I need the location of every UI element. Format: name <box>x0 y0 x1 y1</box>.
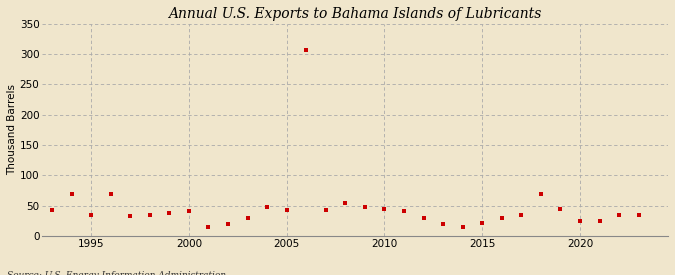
Point <box>360 205 371 209</box>
Point <box>47 208 57 212</box>
Point <box>614 213 624 217</box>
Point <box>164 211 175 215</box>
Point <box>321 208 331 212</box>
Point <box>418 216 429 220</box>
Point <box>223 222 234 226</box>
Point <box>262 205 273 210</box>
Point <box>301 47 312 52</box>
Point <box>594 219 605 223</box>
Text: Source: U.S. Energy Information Administration: Source: U.S. Energy Information Administ… <box>7 271 225 275</box>
Point <box>66 191 77 196</box>
Y-axis label: Thousand Barrels: Thousand Barrels <box>7 84 17 175</box>
Point <box>242 216 253 220</box>
Point <box>477 221 487 225</box>
Point <box>516 213 526 217</box>
Point <box>535 191 546 196</box>
Point <box>203 225 214 229</box>
Point <box>574 219 585 223</box>
Point <box>105 191 116 196</box>
Point <box>438 222 449 226</box>
Point <box>281 208 292 212</box>
Point <box>458 225 468 229</box>
Point <box>125 214 136 218</box>
Point <box>379 207 390 211</box>
Point <box>399 209 410 213</box>
Title: Annual U.S. Exports to Bahama Islands of Lubricants: Annual U.S. Exports to Bahama Islands of… <box>169 7 542 21</box>
Point <box>496 216 507 220</box>
Point <box>555 207 566 211</box>
Point <box>633 213 644 217</box>
Point <box>86 213 97 217</box>
Point <box>144 213 155 217</box>
Point <box>340 200 351 205</box>
Point <box>184 208 194 213</box>
